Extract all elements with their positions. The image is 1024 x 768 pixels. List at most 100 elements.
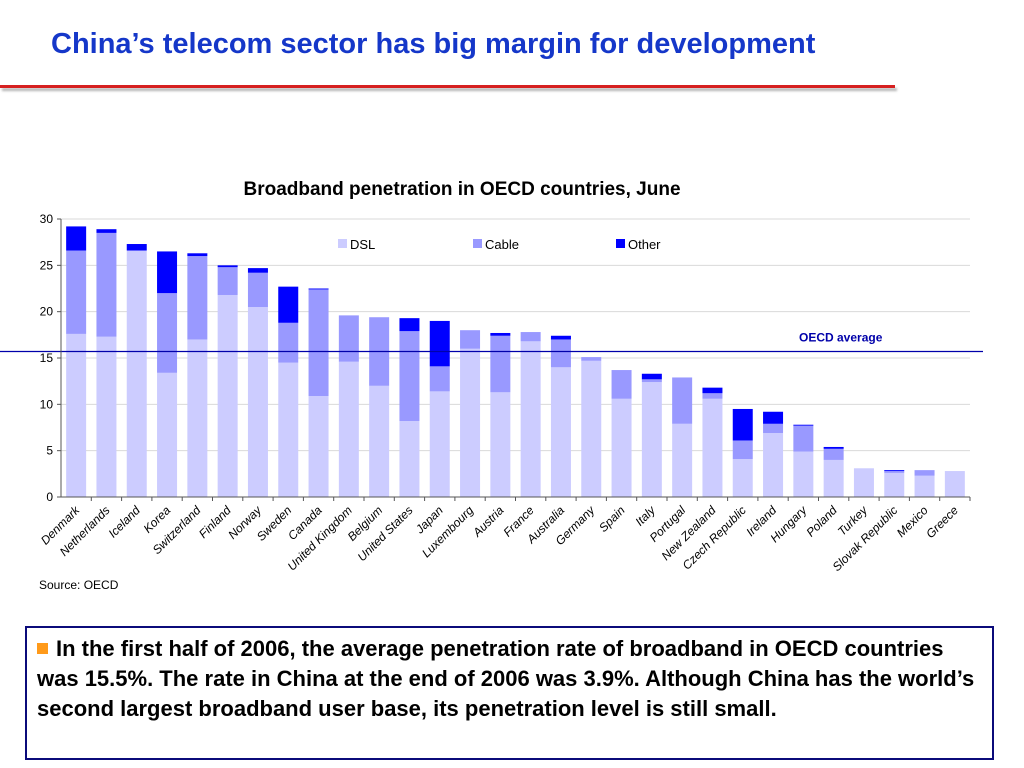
broadband-penetration-chart: Broadband penetration in OECD countries,… [0,179,983,574]
bar-dsl-segment [763,433,784,497]
legend-label-dsl: DSL [350,237,375,252]
source-note: Source: OECD [39,578,119,592]
legend-swatch-other [616,239,625,248]
bar-cable-segment [217,267,238,295]
bar-dsl-segment [217,294,238,497]
bar-dsl-segment [611,398,632,497]
legend-swatch-cable [473,239,482,248]
bar-dsl-segment [581,360,602,497]
bar-cable-segment [550,339,571,368]
bar-cable-segment [278,322,299,363]
chart-title: Broadband penetration in OECD countries,… [243,179,680,200]
bar-dsl-segment [96,336,117,497]
x-tick-label: Spain [596,503,628,535]
bar-dsl-segment [672,423,693,497]
bar-cable-segment [338,315,359,362]
y-tick-label: 30 [40,212,54,226]
y-tick-label: 10 [40,397,54,411]
bar-other-segment [823,446,844,449]
legend-label-cable: Cable [485,237,519,252]
bar-dsl-segment [187,339,208,497]
x-tick-label: Italy [633,503,659,529]
bar-dsl-segment [369,385,390,497]
x-tick-label: Iceland [106,503,143,540]
x-tick-label: Austria [469,503,506,540]
bar-other-segment [308,288,329,290]
bar-cable-segment [641,379,662,383]
bar-dsl-segment [126,250,147,497]
slide-title: China’s telecom sector has big margin fo… [51,28,816,60]
y-tick-label: 0 [46,490,53,504]
bar-cable-segment [187,256,208,340]
bar-cable-segment [672,377,693,424]
bar-dsl-segment [490,392,511,497]
bar-dsl-segment [308,395,329,497]
bullet-square-icon [37,643,48,654]
bar-cable-segment [581,357,602,361]
bar-dsl-segment [338,361,359,497]
bar-cable-segment [490,335,511,393]
x-tick-label: Poland [803,503,840,540]
gridlines [61,218,970,452]
bar-dsl-segment [157,372,178,497]
bar-dsl-segment [944,471,965,497]
bar-cable-segment [157,293,178,373]
bar-other-segment [793,424,814,426]
bar-other-segment [187,253,208,257]
bar-cable-segment [399,331,420,422]
bar-dsl-segment [520,341,541,497]
summary-text-box: In the first half of 2006, the average p… [25,626,994,760]
legend-label-other: Other [628,237,661,252]
y-tick-label: 20 [40,305,54,319]
bar-dsl-segment [550,367,571,497]
bar-other-segment [732,408,753,441]
bar-dsl-segment [247,307,268,497]
summary-text: In the first half of 2006, the average p… [37,636,975,721]
bar-other-segment [157,251,178,294]
bar-cable-segment [884,471,905,473]
bar-cable-segment [732,440,753,460]
bar-other-segment [247,268,268,273]
legend: DSL Cable Other [338,237,661,252]
y-tick-label: 25 [40,258,54,272]
bar-dsl-segment [399,421,420,497]
bar-cable-segment [793,425,814,452]
bar-dsl-segment [823,459,844,497]
bar-other-segment [702,387,723,394]
bar-dsl-segment [884,472,905,497]
bar-other-segment [429,320,450,367]
title-divider [0,85,895,88]
bar-other-segment [884,470,905,472]
oecd-average-label: OECD average [799,331,883,345]
bar-other-segment [278,286,299,323]
bar-dsl-segment [702,398,723,497]
bar-dsl-segment [278,362,299,497]
bar-other-segment [550,335,571,340]
bar-dsl-segment [793,451,814,497]
bar-dsl-segment [429,391,450,497]
bar-cable-segment [66,250,87,334]
bar-other-segment [96,229,117,233]
bar-other-segment [641,373,662,380]
bar-other-segment [399,318,420,332]
bar-other-segment [126,244,147,251]
bar-other-segment [217,265,238,268]
bar-cable-segment [611,370,632,399]
bar-dsl-segment [641,382,662,497]
bar-other-segment [490,332,511,336]
bar-dsl-segment [460,348,481,497]
y-tick-label: 5 [46,444,53,458]
legend-swatch-dsl [338,239,347,248]
bar-cable-segment [308,289,329,396]
bar-cable-segment [763,423,784,434]
bar-cable-segment [702,393,723,399]
bar-cable-segment [96,232,117,337]
bar-dsl-segment [914,475,935,497]
bar-cable-segment [823,448,844,460]
stacked-bars [66,226,965,497]
bar-dsl-segment [732,459,753,497]
x-tick-label: Greece [923,503,961,541]
bar-other-segment [66,226,87,251]
bar-dsl-segment [853,468,874,497]
bar-cable-segment [520,332,541,342]
